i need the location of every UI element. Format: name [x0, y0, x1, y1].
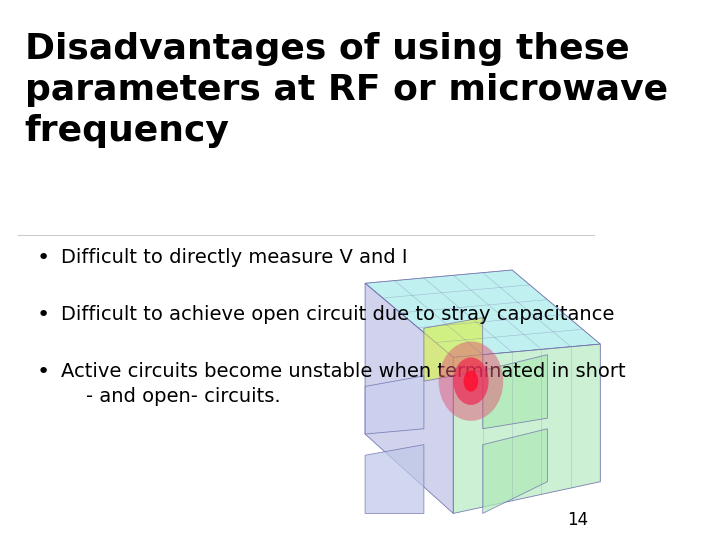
Polygon shape: [365, 376, 424, 434]
Ellipse shape: [454, 357, 489, 405]
Polygon shape: [454, 344, 600, 514]
Polygon shape: [365, 283, 454, 514]
Polygon shape: [365, 270, 600, 357]
Ellipse shape: [464, 370, 478, 392]
Text: Difficult to achieve open circuit due to stray capacitance: Difficult to achieve open circuit due to…: [61, 305, 615, 324]
Polygon shape: [365, 444, 424, 514]
Polygon shape: [482, 429, 547, 514]
Text: •: •: [37, 248, 50, 268]
Text: Disadvantages of using these
parameters at RF or microwave
frequency: Disadvantages of using these parameters …: [24, 32, 667, 148]
Text: 14: 14: [567, 511, 588, 529]
Polygon shape: [424, 318, 482, 381]
Polygon shape: [482, 355, 547, 429]
Text: Difficult to directly measure V and I: Difficult to directly measure V and I: [61, 248, 408, 267]
Ellipse shape: [438, 341, 503, 421]
Text: •: •: [37, 305, 50, 325]
Text: •: •: [37, 362, 50, 382]
Text: Active circuits become unstable when terminated in short
    - and open- circuit: Active circuits become unstable when ter…: [61, 362, 626, 406]
